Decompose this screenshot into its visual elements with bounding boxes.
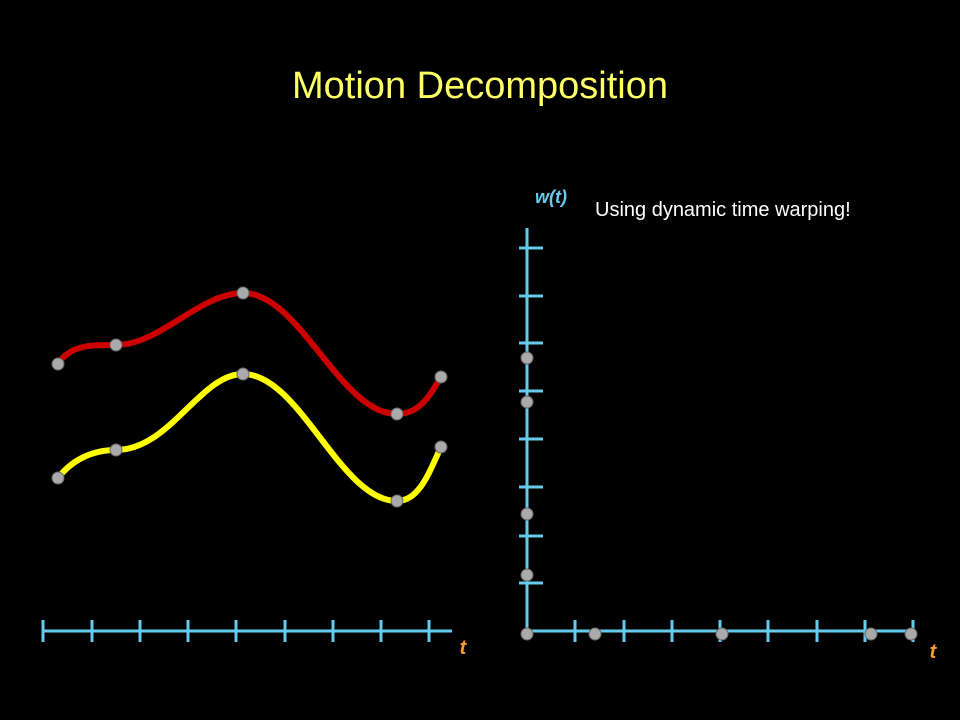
curve-dots <box>51 286 448 508</box>
title: Motion Decomposition <box>292 65 668 107</box>
axis-label: w(t) <box>535 187 567 207</box>
axis-label: t <box>930 641 938 663</box>
yellow-curve <box>55 370 444 505</box>
red-curve <box>55 289 444 418</box>
warp-axes <box>519 228 918 642</box>
figures <box>24 176 491 610</box>
left-axis <box>41 620 452 642</box>
axis-label: t <box>460 637 468 659</box>
note: Using dynamic time warping! <box>595 199 851 221</box>
